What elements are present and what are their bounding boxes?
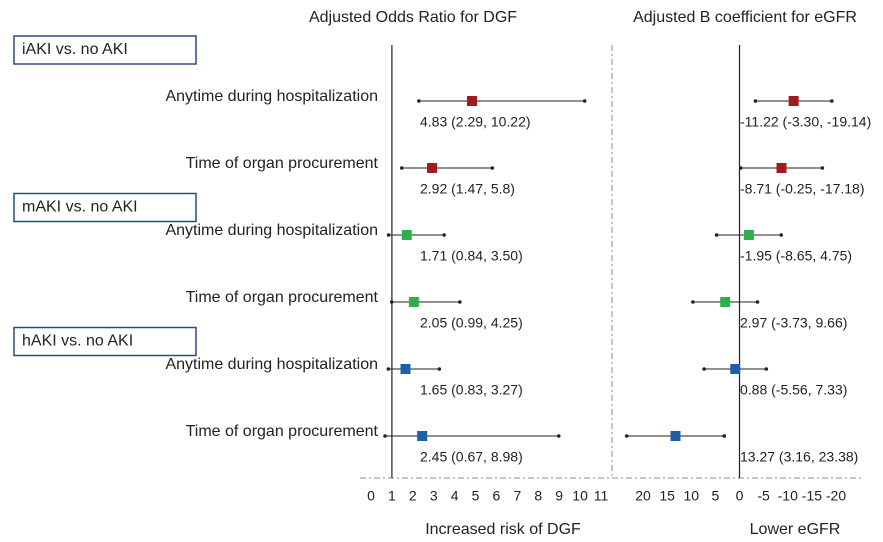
x-tick-label: 4 bbox=[451, 488, 459, 504]
ci-end bbox=[691, 300, 695, 304]
estimate-marker bbox=[788, 96, 799, 106]
ci-end bbox=[417, 99, 421, 103]
value-label: -11.22 (-3.30, -19.14) bbox=[740, 114, 871, 130]
value-label: 2.45 (0.67, 8.98) bbox=[420, 449, 523, 465]
estimate-marker bbox=[427, 163, 438, 173]
value-label: 13.27 (3.16, 23.38) bbox=[740, 449, 858, 465]
value-label: -8.71 (-0.25, -17.18) bbox=[740, 181, 865, 197]
estimate-marker bbox=[670, 431, 681, 441]
ci-end bbox=[386, 367, 391, 371]
ci-end bbox=[755, 300, 760, 304]
x-tick-label: 10 bbox=[572, 488, 588, 504]
ci-end bbox=[389, 300, 394, 304]
panel-title: Adjusted Odds Ratio for DGF bbox=[309, 9, 517, 26]
x-tick-label: 5 bbox=[472, 488, 480, 504]
ci-end bbox=[437, 367, 442, 371]
x-tick-label: 7 bbox=[513, 488, 521, 504]
group-label: hAKI vs. no AKI bbox=[22, 333, 133, 350]
x-tick-label: 20 bbox=[635, 488, 651, 504]
x-axis-label: Lower eGFR bbox=[750, 521, 841, 538]
group-label: iAKI vs. no AKI bbox=[22, 41, 128, 58]
estimate-marker bbox=[417, 431, 428, 441]
estimate-marker bbox=[400, 364, 411, 374]
x-tick-label: 15 bbox=[659, 488, 675, 504]
ci-end bbox=[714, 233, 719, 237]
ci-end bbox=[722, 434, 727, 438]
row-label: Time of organ procurement bbox=[186, 155, 379, 172]
row-label: Anytime during hospitalization bbox=[165, 222, 378, 239]
ci-end bbox=[383, 434, 387, 438]
ci-end bbox=[830, 99, 834, 103]
ci-end bbox=[753, 99, 758, 103]
value-label: 2.92 (1.47, 5.8) bbox=[420, 181, 515, 197]
ci-end bbox=[820, 166, 825, 170]
estimate-marker bbox=[401, 230, 412, 240]
x-tick-label: 11 bbox=[594, 488, 609, 504]
row-label: Anytime during hospitalization bbox=[165, 356, 378, 373]
x-tick-label: 3 bbox=[430, 488, 438, 504]
x-tick-label: 8 bbox=[534, 488, 542, 504]
ci-end bbox=[582, 99, 587, 103]
value-label: 1.71 (0.84, 3.50) bbox=[420, 248, 523, 264]
group-box bbox=[13, 326, 197, 357]
x-tick-label: -20 bbox=[826, 488, 846, 504]
x-axis-label: Increased risk of DGF bbox=[425, 521, 581, 538]
row-label: Anytime during hospitalization bbox=[165, 88, 378, 105]
ci-end bbox=[779, 233, 784, 237]
x-tick-label: 0 bbox=[367, 488, 375, 504]
row-label: Time of organ procurement bbox=[186, 289, 379, 306]
x-tick-label: 2 bbox=[409, 488, 417, 504]
ci-end bbox=[738, 166, 743, 170]
x-tick-label: 1 bbox=[388, 488, 396, 504]
value-label: 2.97 (-3.73, 9.66) bbox=[740, 315, 847, 331]
value-label: 4.83 (2.29, 10.22) bbox=[420, 114, 531, 130]
x-tick-label: 0 bbox=[736, 488, 744, 504]
estimate-marker bbox=[720, 297, 731, 307]
panel-title: Adjusted B coefficient for eGFR bbox=[633, 9, 857, 26]
x-tick-label: 10 bbox=[683, 488, 699, 504]
estimate-marker bbox=[466, 96, 477, 106]
x-tick-label: 6 bbox=[493, 488, 501, 504]
value-label: 2.05 (0.99, 4.25) bbox=[420, 315, 523, 331]
x-tick-label: -10 bbox=[778, 488, 798, 504]
ci-end bbox=[624, 434, 629, 438]
group-box bbox=[13, 192, 197, 223]
estimate-marker bbox=[730, 364, 741, 374]
ci-end bbox=[702, 367, 706, 371]
x-tick-label: 5 bbox=[711, 488, 719, 504]
group-label: mAKI vs. no AKI bbox=[22, 199, 138, 216]
ci-end bbox=[399, 166, 404, 170]
group-box bbox=[13, 35, 197, 65]
x-tick-label: 9 bbox=[555, 488, 563, 504]
ci-end bbox=[764, 367, 769, 371]
value-label: -1.95 (-8.65, 4.75) bbox=[740, 248, 852, 264]
ci-end bbox=[556, 434, 561, 438]
x-tick-label: -15 bbox=[802, 488, 822, 504]
value-label: 0.88 (-5.56, 7.33) bbox=[740, 382, 847, 398]
ci-end bbox=[386, 233, 391, 237]
estimate-marker bbox=[776, 163, 787, 173]
ci-end bbox=[490, 166, 495, 170]
x-tick-label: -5 bbox=[757, 488, 770, 504]
estimate-marker bbox=[408, 297, 419, 307]
estimate-marker bbox=[743, 230, 754, 240]
row-label: Time of organ procurement bbox=[186, 423, 379, 440]
ci-end bbox=[458, 300, 462, 304]
value-label: 1.65 (0.83, 3.27) bbox=[420, 382, 523, 398]
ci-end bbox=[442, 233, 446, 237]
